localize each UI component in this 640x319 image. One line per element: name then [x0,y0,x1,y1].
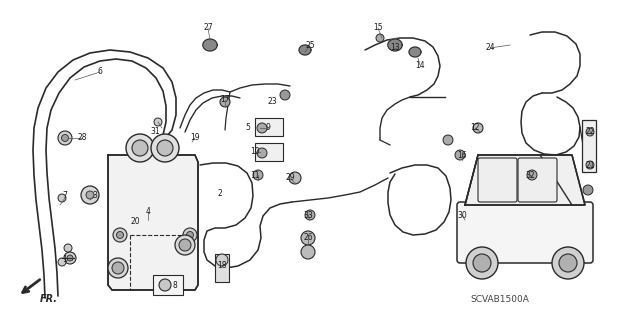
Text: 21: 21 [585,160,595,169]
Text: 12: 12 [470,123,480,132]
Circle shape [305,210,315,220]
Text: 19: 19 [190,133,200,143]
Text: 33: 33 [303,211,313,219]
Circle shape [466,247,498,279]
Circle shape [376,34,384,42]
Text: 4: 4 [145,207,150,217]
Circle shape [586,161,594,169]
Text: 15: 15 [373,24,383,33]
Circle shape [280,90,290,100]
Circle shape [473,123,483,133]
Circle shape [108,258,128,278]
Text: 20: 20 [130,218,140,226]
FancyBboxPatch shape [518,158,557,202]
Text: 26: 26 [303,234,313,242]
Circle shape [61,135,68,142]
Text: 1: 1 [63,256,67,264]
Circle shape [301,231,315,245]
Text: 8: 8 [173,280,177,290]
Circle shape [58,131,72,145]
Circle shape [112,262,124,274]
Text: 13: 13 [390,43,400,53]
Circle shape [552,247,584,279]
Circle shape [64,252,76,264]
Text: 16: 16 [457,151,467,160]
Circle shape [183,228,197,242]
Polygon shape [465,155,585,205]
Text: 29: 29 [285,174,295,182]
Text: 2: 2 [218,189,222,197]
Circle shape [126,134,154,162]
Text: FR.: FR. [40,294,58,304]
Text: 30: 30 [457,211,467,219]
Circle shape [257,148,267,158]
Text: 25: 25 [305,41,315,49]
Circle shape [64,244,72,252]
Text: 31: 31 [150,128,160,137]
Text: 9: 9 [266,123,271,132]
Circle shape [86,191,94,199]
Polygon shape [388,39,402,51]
Text: 14: 14 [415,61,425,70]
Circle shape [81,186,99,204]
FancyBboxPatch shape [478,158,517,202]
Circle shape [113,228,127,242]
Circle shape [151,134,179,162]
Circle shape [132,140,148,156]
Text: 23: 23 [267,98,277,107]
Circle shape [159,279,171,291]
Text: SCVAB1500A: SCVAB1500A [470,295,529,305]
Circle shape [157,140,173,156]
Text: 3: 3 [93,190,97,199]
Polygon shape [108,155,198,290]
Circle shape [216,254,228,266]
Text: 11: 11 [250,170,260,180]
Text: 6: 6 [97,68,102,77]
Text: 22: 22 [585,128,595,137]
Circle shape [257,123,267,133]
Circle shape [289,172,301,184]
Circle shape [301,245,315,259]
Text: 27: 27 [203,24,213,33]
Text: 17: 17 [220,95,230,105]
Text: 32: 32 [525,170,535,180]
Text: 5: 5 [246,123,250,132]
Circle shape [186,232,193,239]
FancyBboxPatch shape [215,254,229,282]
Circle shape [253,170,263,180]
Circle shape [586,128,594,136]
Circle shape [443,135,453,145]
Text: 28: 28 [77,133,87,143]
FancyBboxPatch shape [582,120,596,172]
Text: 18: 18 [217,261,227,270]
FancyBboxPatch shape [255,143,283,161]
Polygon shape [203,39,217,51]
Circle shape [67,255,73,261]
Polygon shape [299,45,311,55]
Text: 24: 24 [485,43,495,53]
FancyBboxPatch shape [457,202,593,263]
Text: 7: 7 [63,190,67,199]
Circle shape [473,254,491,272]
Circle shape [527,170,537,180]
Circle shape [559,254,577,272]
FancyBboxPatch shape [153,275,183,295]
Circle shape [58,194,66,202]
Circle shape [175,235,195,255]
Circle shape [583,185,593,195]
Circle shape [455,150,465,160]
FancyBboxPatch shape [255,118,283,136]
Polygon shape [409,47,421,57]
Text: 10: 10 [250,147,260,157]
Circle shape [116,232,124,239]
Circle shape [154,118,162,126]
Circle shape [58,258,66,266]
Circle shape [220,97,230,107]
Circle shape [179,239,191,251]
